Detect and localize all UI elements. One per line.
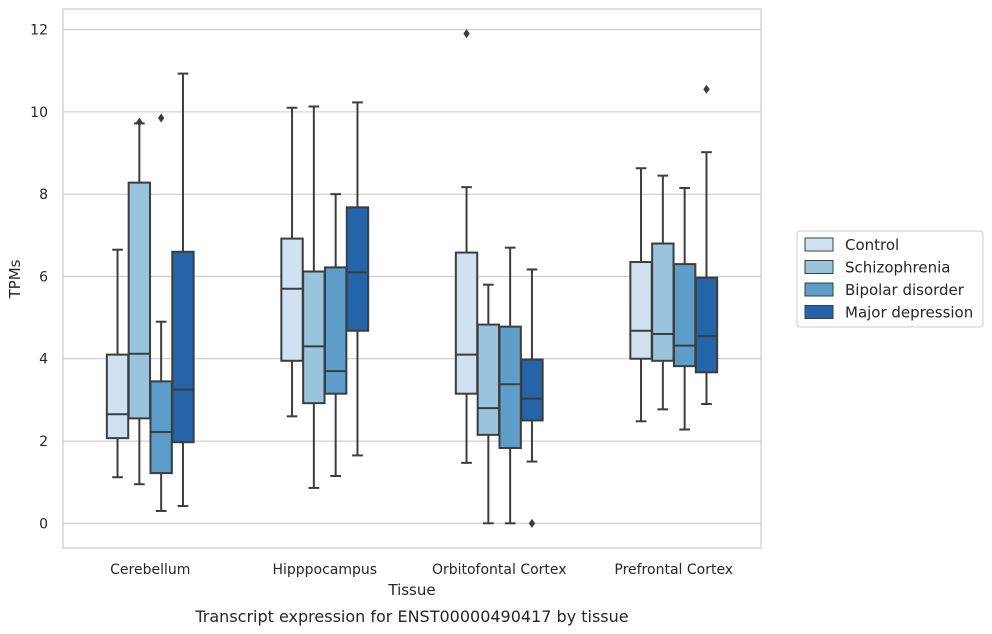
legend-swatch <box>804 260 834 274</box>
legend: Control Schizophrenia Bipolar disorder Majo… <box>796 230 984 328</box>
outlier-point <box>136 117 143 127</box>
x-tick-label: Hipppocampus <box>272 562 377 578</box>
box-group <box>498 246 522 525</box>
legend-label: Schizophrenia <box>845 259 950 277</box>
box-group <box>520 268 544 528</box>
box-iqr <box>105 353 130 440</box>
box-iqr <box>302 270 326 405</box>
legend-swatch <box>804 305 834 319</box>
box-group <box>280 106 304 418</box>
box-group <box>672 186 697 431</box>
box-iqr <box>694 276 719 374</box>
outlier-point <box>157 113 165 123</box>
box-group <box>694 84 719 405</box>
x-tick-labels: Cerebellum Hipppocampus Orbitofontal Corte… <box>110 562 733 578</box>
y-tick-label: 8 <box>39 187 48 203</box>
y-tick-label: 12 <box>30 23 48 39</box>
y-tick-label: 2 <box>39 434 48 450</box>
y-tick-label: 10 <box>30 105 48 121</box>
legend-label: Major depression <box>845 304 973 322</box>
x-axis-label: Tissue <box>387 581 435 599</box>
box-group <box>651 174 675 411</box>
legend-label: Bipolar disorder <box>845 281 965 299</box>
box-iqr <box>171 250 195 444</box>
y-tick-labels: 0 2 4 6 8 10 12 <box>30 23 48 533</box>
figure-caption: Transcript expression for ENST0000049041… <box>194 607 628 626</box>
box-group <box>629 167 653 423</box>
legend-label: Control <box>845 236 899 254</box>
y-tick-label: 4 <box>39 352 48 368</box>
box-group <box>345 101 370 457</box>
outlier-point <box>528 518 536 528</box>
y-axis-label: TPMs <box>6 259 24 299</box>
box-group <box>454 29 479 464</box>
y-tick-label: 6 <box>39 269 48 285</box>
legend-frame <box>796 230 984 328</box>
box-iqr <box>323 266 348 395</box>
box-iqr <box>127 181 152 420</box>
box-iqr <box>672 263 697 368</box>
x-tick-label: Cerebellum <box>110 562 190 578</box>
box-iqr <box>345 206 370 332</box>
outlier-point <box>703 84 710 94</box>
outlier-point <box>463 29 470 39</box>
box-iqr <box>498 325 522 450</box>
box-group <box>171 72 195 508</box>
box-group <box>476 283 501 525</box>
box-series <box>105 29 719 528</box>
box-iqr <box>280 237 304 362</box>
x-tick-label: Orbitofontal Cortex <box>432 562 567 578</box>
legend-swatch <box>804 237 834 252</box>
box-iqr <box>651 242 675 362</box>
box-group <box>127 117 152 486</box>
x-tick-label: Prefrontal Cortex <box>614 562 733 578</box>
legend-swatch <box>804 282 834 297</box>
box-iqr <box>454 251 479 395</box>
box-iqr <box>629 261 653 360</box>
box-iqr <box>476 323 501 436</box>
box-iqr <box>520 358 544 422</box>
y-tick-label: 0 <box>39 516 48 532</box>
box-iqr <box>149 380 173 475</box>
